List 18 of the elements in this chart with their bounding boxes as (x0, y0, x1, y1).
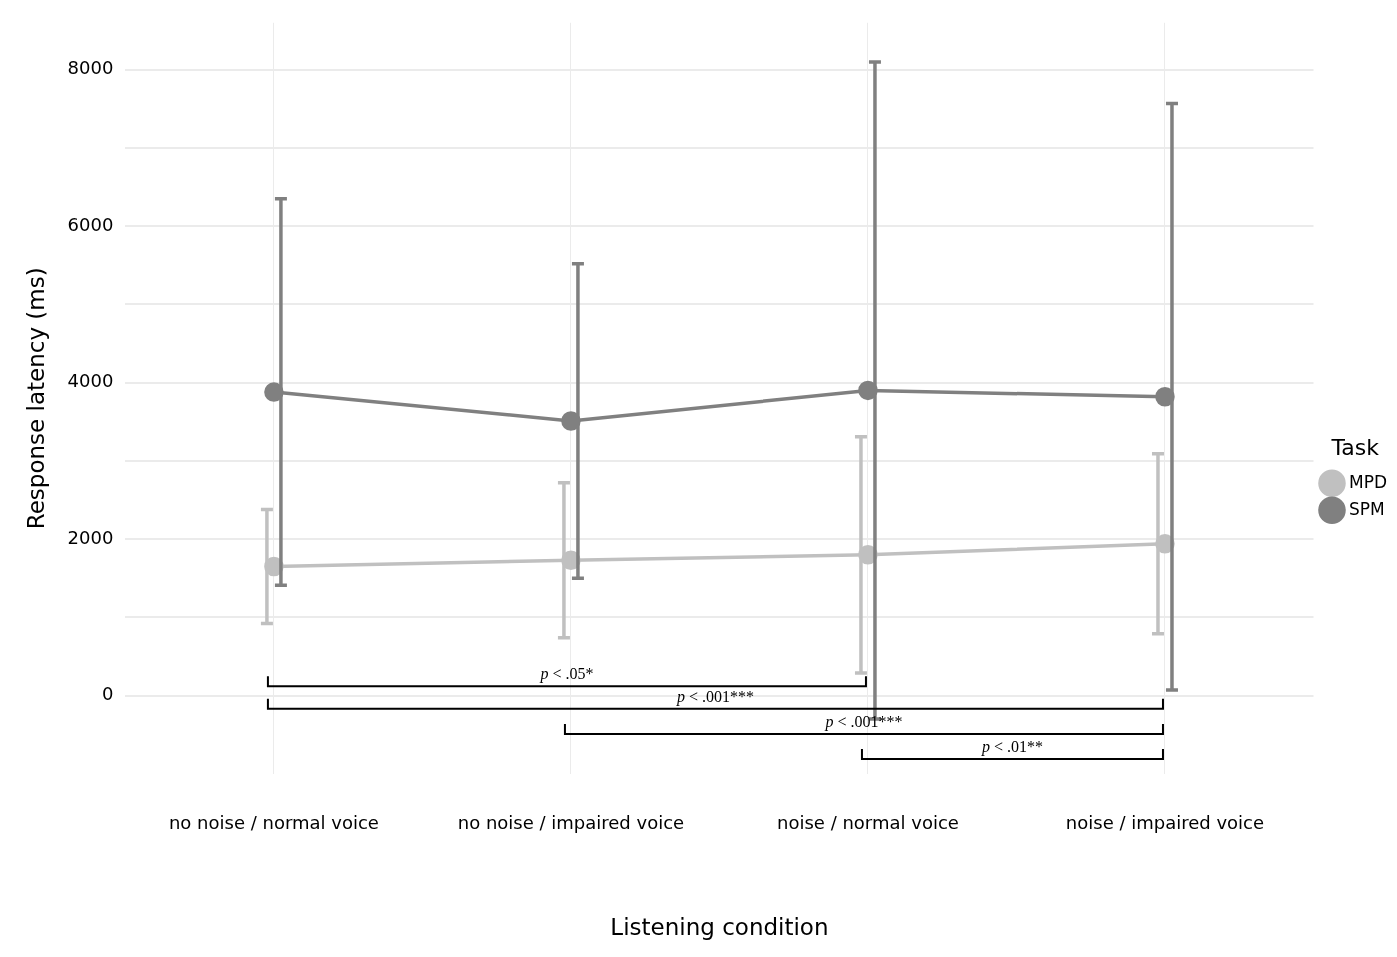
annotation: p < .05* (539, 665, 594, 684)
y-tick-label: 0 (101, 683, 114, 705)
legend-label: MPD (1348, 471, 1388, 492)
y-tick-label: 6000 (67, 213, 114, 235)
annotation: p < .001*** (675, 688, 754, 707)
y-tick-label: 4000 (67, 370, 114, 392)
y-tick-label: 2000 (67, 526, 114, 548)
x-tick-label: no noise / normal voice (168, 812, 379, 834)
x-axis-title: Listening condition (610, 914, 829, 941)
y-tick-label: 8000 (67, 57, 114, 79)
x-tick-label: noise / impaired voice (1065, 812, 1265, 834)
annotation: p < .001*** (824, 713, 903, 732)
annotation: p < .01** (980, 738, 1043, 757)
x-tick-label: no noise / impaired voice (457, 812, 685, 834)
legend-title: Task (1330, 435, 1380, 461)
legend-label: SPM (1348, 498, 1385, 519)
y-axis-title: Response latency (ms) (22, 267, 49, 530)
x-tick-label: noise / normal voice (777, 812, 959, 834)
